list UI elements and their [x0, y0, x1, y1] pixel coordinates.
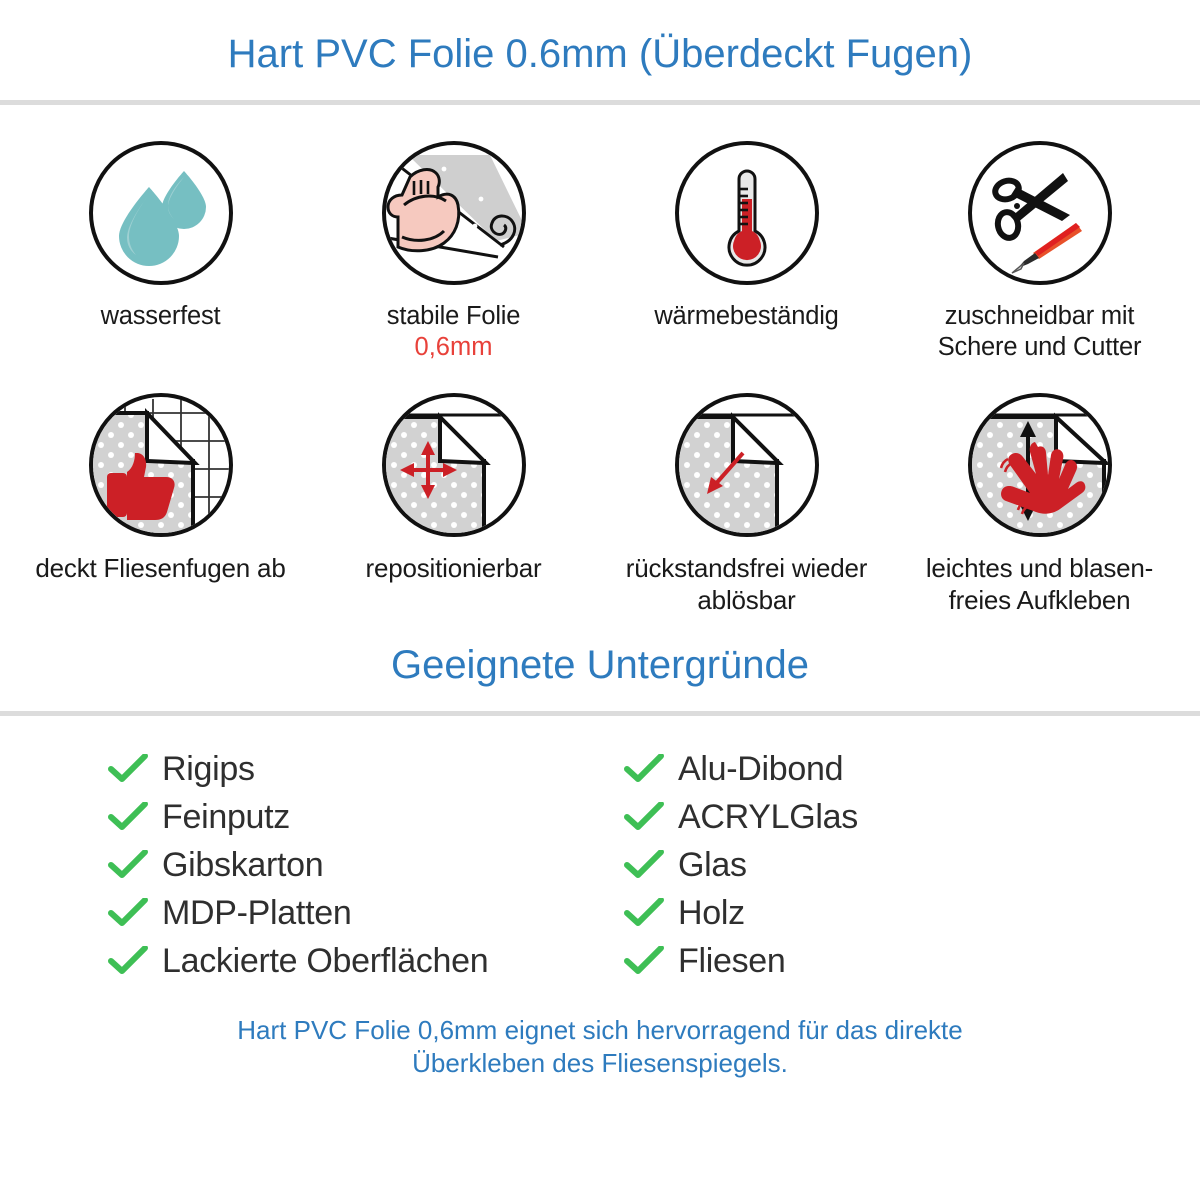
check-icon [108, 753, 148, 782]
check-icon [624, 945, 664, 974]
feature-rueckstandsfrei: rückstandsfrei wieder ablösbar [600, 389, 893, 616]
feature-label: wasserfest [100, 302, 221, 330]
feature-repositionierbar: repositionierbar [307, 389, 600, 616]
flexed-arm-film-roll-icon [378, 137, 530, 289]
section-title-substrates: Geeignete Untergründe [390, 642, 810, 687]
substrates-left-column: Rigips Feinputz Gibskarton MDP-Platten L… [0, 746, 600, 984]
feature-sublabel: 0,6mm [414, 333, 493, 362]
list-item: ACRYLGlas [624, 794, 1200, 840]
feature-zuschneidbar: zuschneidbar mit Schere und Cutter [893, 137, 1186, 363]
page-title: Hart PVC Folie 0.6mm (Überdeckt Fugen) [227, 32, 973, 76]
list-item-label: Feinputz [162, 797, 291, 836]
list-item: MDP-Platten [108, 890, 600, 936]
check-icon [108, 849, 148, 878]
list-item: Gibskarton [108, 842, 600, 888]
list-item: Glas [624, 842, 1200, 888]
list-item: Holz [624, 890, 1200, 936]
divider-top [0, 100, 1200, 105]
list-item: Rigips [108, 746, 600, 792]
feature-label: rückstandsfrei wieder ablösbar [625, 553, 868, 615]
feature-stabile-folie: stabile Folie 0,6mm [307, 137, 600, 363]
footer-line-2: Überkleben des Fliesenspiegels. [412, 1047, 788, 1078]
check-icon [624, 753, 664, 782]
list-item-label: Rigips [162, 749, 255, 788]
feature-row-2: deckt Fliesenfugen ab [0, 363, 1200, 616]
feature-row-1: wasserfest [0, 105, 1200, 363]
check-icon [624, 849, 664, 878]
feature-deckt-fliesenfugen-ab: deckt Fliesenfugen ab [14, 389, 307, 616]
feature-waermebestaendig: wärmebeständig [600, 137, 893, 363]
list-item-label: ACRYLGlas [678, 797, 858, 836]
check-icon [624, 801, 664, 830]
list-item: Feinputz [108, 794, 600, 840]
list-item: Alu-Dibond [624, 746, 1200, 792]
water-drops-icon [85, 137, 237, 289]
list-item-label: Fliesen [678, 941, 786, 980]
list-item-label: Alu-Dibond [678, 749, 844, 788]
substrates-heading-block: Geeignete Untergründe [0, 617, 1200, 711]
peel-off-arrow-icon [671, 389, 823, 541]
feature-label: stabile Folie [386, 302, 521, 330]
feature-wasserfest: wasserfest [14, 137, 307, 363]
feature-label: deckt Fliesenfugen ab [35, 553, 286, 584]
thermometer-icon [671, 137, 823, 289]
feature-label: leichtes und blasen- freies Aufkleben [925, 553, 1154, 615]
list-item: Fliesen [624, 938, 1200, 984]
list-item-label: Glas [678, 845, 747, 884]
smoothing-hand-icon [964, 389, 1116, 541]
divider-bottom [0, 710, 1200, 716]
list-item-label: Lackierte Oberflächen [162, 941, 489, 980]
list-item-label: Gibskarton [162, 845, 324, 884]
feature-label: repositionierbar [365, 553, 542, 584]
check-icon [108, 801, 148, 830]
list-item-label: Holz [678, 893, 745, 932]
thumbs-up-tile-joint-icon [85, 389, 237, 541]
substrates-grid: Rigips Feinputz Gibskarton MDP-Platten L… [0, 716, 1200, 984]
list-item-label: MDP-Platten [162, 893, 352, 932]
feature-blasenfreies-aufkleben: leichtes und blasen- freies Aufkleben [893, 389, 1186, 616]
check-icon [108, 945, 148, 974]
substrates-right-column: Alu-Dibond ACRYLGlas Glas Holz Fliesen [600, 746, 1200, 984]
feature-label: wärmebeständig [654, 302, 839, 330]
check-icon [108, 897, 148, 926]
list-item: Lackierte Oberflächen [108, 938, 600, 984]
four-way-move-arrow-icon [378, 389, 530, 541]
footer-line-1: Hart PVC Folie 0,6mm eignet sich hervorr… [237, 1014, 963, 1045]
feature-label: zuschneidbar mit Schere und Cutter [937, 302, 1142, 362]
footer-note: Hart PVC Folie 0,6mm eignet sich hervorr… [0, 984, 1200, 1081]
check-icon [624, 897, 664, 926]
scissors-cutter-icon [964, 137, 1116, 289]
